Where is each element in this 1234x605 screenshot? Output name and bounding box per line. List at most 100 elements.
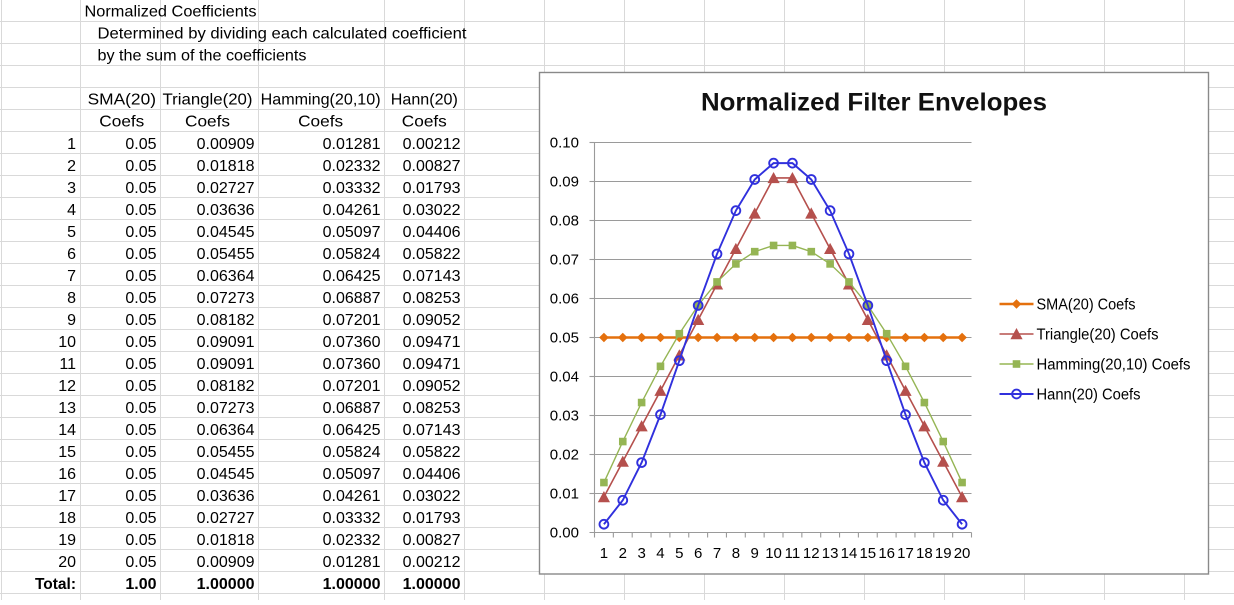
svg-text:0.06364: 0.06364 xyxy=(197,422,255,439)
svg-text:0.05: 0.05 xyxy=(125,312,156,329)
svg-text:0.07143: 0.07143 xyxy=(403,268,461,285)
svg-text:18: 18 xyxy=(916,545,933,562)
svg-text:18: 18 xyxy=(58,510,76,527)
svg-text:Triangle(20) Coefs: Triangle(20) Coefs xyxy=(1037,327,1159,344)
svg-text:19: 19 xyxy=(935,545,952,562)
svg-text:0.01818: 0.01818 xyxy=(197,158,255,175)
svg-text:5: 5 xyxy=(67,224,76,241)
svg-text:0.00827: 0.00827 xyxy=(403,158,461,175)
svg-text:0.09052: 0.09052 xyxy=(403,312,461,329)
svg-text:0.05824: 0.05824 xyxy=(323,246,381,263)
svg-text:0.05: 0.05 xyxy=(125,488,156,505)
svg-text:0.05097: 0.05097 xyxy=(323,466,381,483)
svg-text:0.00: 0.00 xyxy=(550,525,579,542)
svg-text:0.05: 0.05 xyxy=(125,532,156,549)
svg-text:1.00000: 1.00000 xyxy=(197,576,255,593)
svg-text:0.08182: 0.08182 xyxy=(197,312,255,329)
svg-text:0.07: 0.07 xyxy=(550,252,579,269)
svg-text:0.03022: 0.03022 xyxy=(403,488,461,505)
svg-text:0.07201: 0.07201 xyxy=(323,312,381,329)
svg-text:0.07201: 0.07201 xyxy=(323,378,381,395)
svg-text:0.09091: 0.09091 xyxy=(197,356,255,373)
svg-text:1.00: 1.00 xyxy=(125,576,156,593)
svg-text:0.06887: 0.06887 xyxy=(323,400,381,417)
svg-text:0.05: 0.05 xyxy=(125,356,156,373)
svg-text:0.03636: 0.03636 xyxy=(197,202,255,219)
svg-text:0.00909: 0.00909 xyxy=(197,554,255,571)
svg-text:1.00000: 1.00000 xyxy=(403,576,461,593)
svg-text:1: 1 xyxy=(600,545,608,562)
svg-text:11: 11 xyxy=(59,356,76,373)
svg-text:0.00909: 0.00909 xyxy=(197,136,255,153)
svg-text:0.01281: 0.01281 xyxy=(323,136,381,153)
svg-text:0.01793: 0.01793 xyxy=(403,180,461,197)
svg-text:0.00827: 0.00827 xyxy=(403,532,461,549)
svg-text:8: 8 xyxy=(67,290,76,307)
svg-text:Hamming(20,10): Hamming(20,10) xyxy=(261,92,381,109)
svg-text:6: 6 xyxy=(67,246,76,263)
svg-text:Hann(20) Coefs: Hann(20) Coefs xyxy=(1037,387,1141,404)
svg-text:0.05: 0.05 xyxy=(125,466,156,483)
svg-text:3: 3 xyxy=(637,545,645,562)
svg-text:0.02727: 0.02727 xyxy=(197,180,255,197)
svg-text:0.05: 0.05 xyxy=(125,158,156,175)
svg-text:by the sum of the coefficients: by the sum of the coefficients xyxy=(98,48,307,65)
svg-text:0.05: 0.05 xyxy=(125,444,156,461)
svg-text:0.04261: 0.04261 xyxy=(323,488,381,505)
svg-text:0.05: 0.05 xyxy=(125,290,156,307)
svg-text:3: 3 xyxy=(67,180,76,197)
svg-text:0.00212: 0.00212 xyxy=(403,554,461,571)
svg-text:0.03332: 0.03332 xyxy=(323,180,381,197)
svg-text:0.03022: 0.03022 xyxy=(403,202,461,219)
svg-text:17: 17 xyxy=(897,545,914,562)
svg-text:0.05: 0.05 xyxy=(125,180,156,197)
svg-text:0.01818: 0.01818 xyxy=(197,532,255,549)
svg-text:0.08: 0.08 xyxy=(550,213,579,230)
svg-text:0.05: 0.05 xyxy=(125,400,156,417)
svg-text:6: 6 xyxy=(694,545,702,562)
svg-text:0.06425: 0.06425 xyxy=(323,422,381,439)
svg-text:0.04545: 0.04545 xyxy=(197,466,255,483)
svg-text:Hamming(20,10) Coefs: Hamming(20,10) Coefs xyxy=(1037,357,1191,374)
svg-text:4: 4 xyxy=(67,202,76,219)
svg-text:1: 1 xyxy=(67,136,76,153)
svg-text:0.04: 0.04 xyxy=(550,369,579,386)
svg-text:12: 12 xyxy=(803,545,820,562)
svg-text:0.08182: 0.08182 xyxy=(197,378,255,395)
svg-text:0.02332: 0.02332 xyxy=(323,532,381,549)
svg-text:14: 14 xyxy=(841,545,858,562)
svg-text:7: 7 xyxy=(713,545,721,562)
svg-text:0.09: 0.09 xyxy=(550,174,579,191)
svg-text:0.09471: 0.09471 xyxy=(403,334,461,351)
svg-text:0.07360: 0.07360 xyxy=(323,334,381,351)
svg-text:0.01: 0.01 xyxy=(550,486,579,503)
svg-text:0.05: 0.05 xyxy=(125,422,156,439)
svg-text:13: 13 xyxy=(822,545,839,562)
svg-text:0.07273: 0.07273 xyxy=(197,400,255,417)
svg-text:0.09091: 0.09091 xyxy=(197,334,255,351)
svg-text:0.08253: 0.08253 xyxy=(403,400,461,417)
svg-text:2: 2 xyxy=(67,158,76,175)
svg-text:0.04545: 0.04545 xyxy=(197,224,255,241)
svg-text:0.01281: 0.01281 xyxy=(323,554,381,571)
svg-text:17: 17 xyxy=(58,488,76,505)
svg-text:4: 4 xyxy=(656,545,664,562)
svg-text:0.05824: 0.05824 xyxy=(323,444,381,461)
svg-text:9: 9 xyxy=(67,312,76,329)
svg-text:Coefs: Coefs xyxy=(99,114,144,131)
svg-text:2: 2 xyxy=(619,545,627,562)
svg-text:0.04261: 0.04261 xyxy=(323,202,381,219)
svg-text:10: 10 xyxy=(765,545,782,562)
svg-text:14: 14 xyxy=(58,422,76,439)
svg-text:0.05: 0.05 xyxy=(125,334,156,351)
svg-text:0.07143: 0.07143 xyxy=(403,422,461,439)
svg-text:11: 11 xyxy=(785,545,801,562)
svg-text:0.01793: 0.01793 xyxy=(403,510,461,527)
svg-text:0.06425: 0.06425 xyxy=(323,268,381,285)
svg-text:20: 20 xyxy=(954,545,971,562)
svg-text:10: 10 xyxy=(58,334,76,351)
svg-text:0.02: 0.02 xyxy=(550,447,579,464)
svg-text:0.02727: 0.02727 xyxy=(197,510,255,527)
svg-text:8: 8 xyxy=(732,545,740,562)
svg-text:12: 12 xyxy=(58,378,76,395)
